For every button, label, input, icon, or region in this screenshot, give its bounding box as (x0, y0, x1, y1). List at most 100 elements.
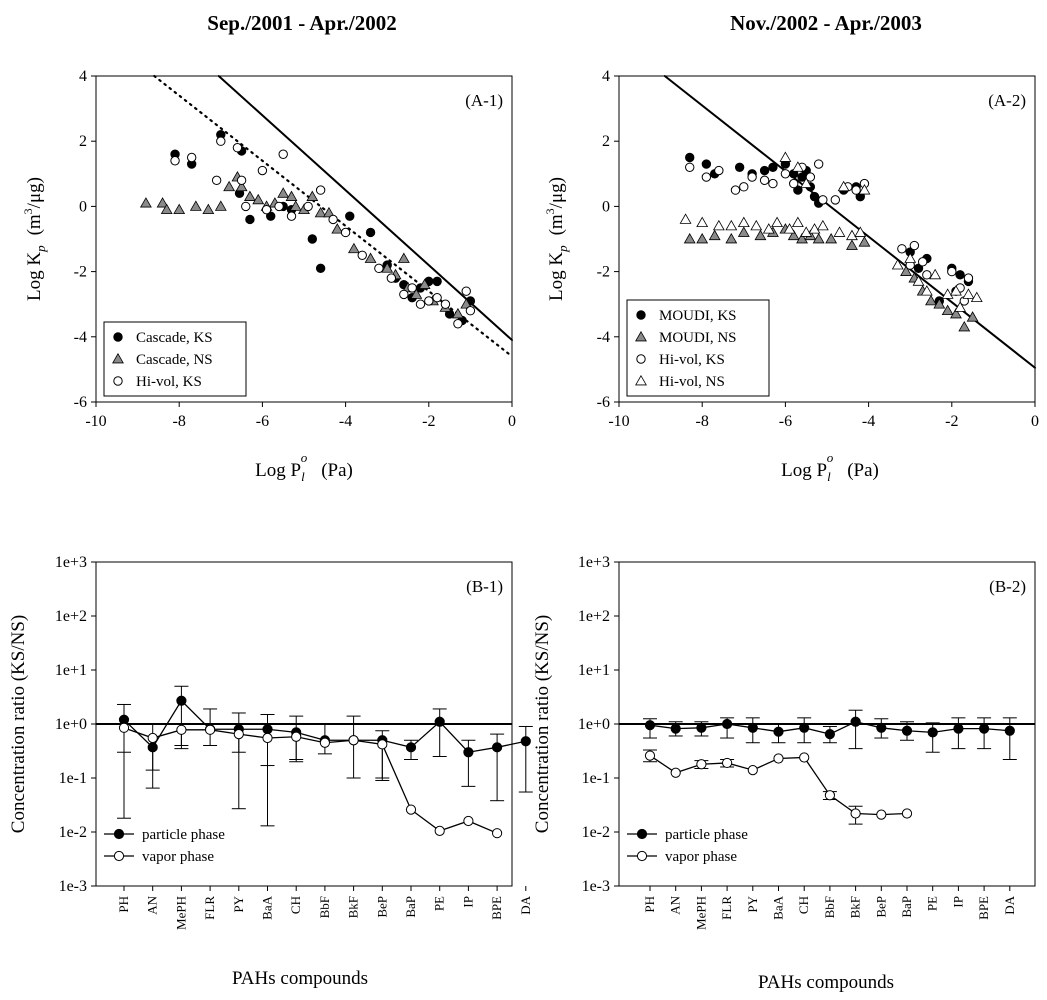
point-circle-open (386, 273, 397, 283)
point-circle-open (963, 273, 974, 283)
point-triangle-gray (277, 187, 290, 198)
point-triangle-gray (285, 190, 298, 201)
category-label: PE (925, 896, 940, 911)
point-particle-phase (799, 722, 810, 733)
point-particle-phase (492, 742, 503, 753)
point-vapor-phase (644, 750, 656, 761)
point-vapor-phase (670, 767, 681, 778)
point-circle-filled (768, 162, 778, 172)
point-circle-open (789, 178, 799, 189)
point-circle-open (465, 306, 476, 316)
xlabel-a2-sub: l (827, 469, 831, 484)
point-circle-open (461, 286, 471, 296)
point-particle-phase (147, 742, 158, 753)
point-triangle-gray (364, 252, 377, 263)
category-label: IP (460, 896, 475, 908)
point-triangle-open (800, 226, 813, 237)
point-triangle-gray (754, 229, 767, 241)
legend-marker (636, 310, 646, 320)
legend-marker (113, 828, 125, 840)
svg-text:Log Plo(Pa): Log Plo (Pa) (781, 450, 879, 484)
y-tick-label: 1e-1 (59, 770, 87, 787)
point-circle-open (374, 263, 384, 274)
y-tick-label: 0 (79, 198, 87, 215)
point-vapor-phase (176, 724, 187, 735)
y-tick-label: 2 (602, 133, 610, 150)
x-tick-label: 0 (1031, 413, 1039, 430)
y-tick-label: -2 (597, 264, 610, 281)
x-tick-label: -2 (945, 413, 958, 430)
x-tick-label: -4 (339, 413, 352, 430)
point-triangle-gray (787, 229, 800, 241)
series-line (649, 755, 908, 816)
y-tick-label: -4 (74, 329, 87, 346)
point-circle-filled (809, 191, 820, 202)
point-particle-phase (953, 723, 964, 734)
svg-text:Log Plo(Pa): Log Plo (Pa) (255, 450, 353, 484)
panel-b2: (B-2) Concentration ratio (KS/NS) PAHs c… (532, 554, 1036, 993)
category-label: PY (231, 895, 246, 912)
point-triangle-gray (223, 180, 236, 192)
point-triangle-gray (418, 278, 431, 289)
panel-label-a2: (A-2) (988, 91, 1026, 110)
axis-ticks-b2: 1e-3 1e-2 1e-1 1e+0 1e+1 1e+2 1e+3 PH AN MePH FLR P… (578, 554, 1017, 930)
category-label: FLR (719, 896, 734, 920)
point-vapor-phase (463, 815, 474, 827)
point-triangle-open (791, 216, 804, 228)
x-tick-label: -8 (696, 413, 709, 430)
point-vapor-phase (262, 732, 273, 744)
point-triangle-gray (796, 232, 808, 244)
point-particle-phase (520, 736, 531, 747)
point-circle-filled (701, 159, 712, 169)
category-label: PE (432, 896, 447, 911)
series-lines-b1 (96, 685, 533, 834)
point-circle-open (303, 201, 313, 212)
legend-a1: Cascade, KS Cascade, NS Hi-vol, KS (103, 321, 247, 397)
category-label: BaP (899, 896, 914, 918)
point-vapor-phase (696, 759, 707, 770)
point-triangle-open (954, 301, 967, 312)
point-triangle-open (791, 161, 804, 172)
category-label: PY (745, 895, 760, 912)
point-circle-open (947, 266, 957, 277)
point-particle-phase (1004, 725, 1015, 736)
y-tick-label: 1e+0 (578, 716, 610, 733)
point-circle-open (768, 178, 778, 189)
point-vapor-phase (901, 808, 913, 819)
title-right: Nov./2002 - Apr./2003 (730, 11, 922, 35)
ylabel-a1-sub: p (33, 245, 48, 253)
point-circle-filled (913, 263, 924, 274)
legend-a2: MOUDI, KS MOUDI, NS Hi-vol, KS Hi-vol, NS (626, 299, 770, 397)
point-triangle-open (920, 285, 933, 296)
category-label: BPE (976, 896, 991, 920)
xlabel-a1-sup: o (301, 450, 308, 465)
xlabel-b1: PAHs compounds (232, 968, 368, 989)
category-label: PH (642, 896, 657, 913)
category-label: FLR (202, 896, 217, 920)
y-tick-label: 1e-3 (582, 878, 610, 895)
y-tick-label: 1e+3 (55, 554, 87, 571)
point-circle-open (236, 175, 247, 186)
ylabel-b1: Concentration ratio (KS/NS) (8, 615, 29, 833)
point-particle-phase (722, 718, 733, 730)
point-vapor-phase (492, 828, 503, 839)
point-particle-phase (824, 729, 836, 740)
point-circle-open (274, 201, 284, 212)
point-triangle-gray (235, 180, 248, 192)
axis-ticks-a2: -10 -8 -6 -4 -2 0 -6 -4 -2 0 2 4 (597, 68, 1039, 430)
point-triangle-gray (243, 190, 256, 201)
x-tick-label: 0 (508, 413, 516, 430)
point-circle-open (730, 185, 741, 195)
point-circle-open (211, 175, 222, 186)
point-triangle-gray (381, 262, 394, 273)
y-tick-label: 1e+2 (578, 608, 610, 625)
panel-b1: (B-1) Concentration ratio (KS/NS) PAHs c… (8, 554, 533, 989)
x-tick-label: -10 (608, 413, 629, 430)
category-label: BaP (403, 896, 418, 918)
point-particle-phase (901, 725, 913, 736)
point-particle-phase (747, 722, 758, 733)
legend-label: MOUDI, NS (659, 330, 737, 346)
data-points-a1 (139, 129, 476, 329)
point-vapor-phase (348, 735, 359, 746)
y-tick-label: -4 (597, 329, 610, 346)
